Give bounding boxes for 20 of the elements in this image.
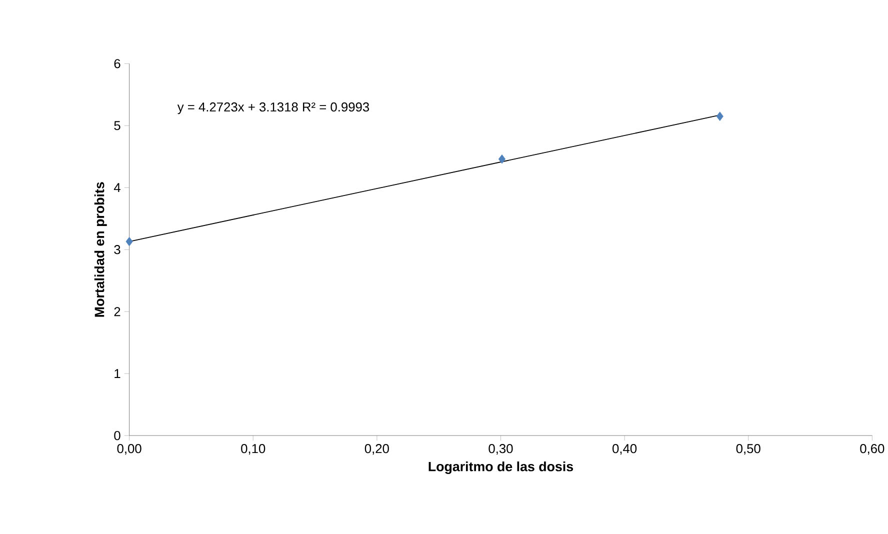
x-tick-label: 0,00 bbox=[117, 444, 142, 455]
x-tick-label: 0,50 bbox=[736, 444, 760, 455]
x-tick-label: 0,30 bbox=[488, 444, 513, 455]
y-axis-title: Mortalidad en probits bbox=[94, 182, 107, 317]
x-tick-label: 0,40 bbox=[612, 444, 637, 455]
x-tick-label: 0,20 bbox=[364, 444, 389, 455]
point bbox=[126, 236, 133, 246]
y-tick-label: 3 bbox=[114, 245, 120, 254]
y-tick-label: 2 bbox=[114, 307, 120, 316]
point bbox=[498, 154, 506, 164]
y-tick-label: 5 bbox=[114, 121, 120, 130]
x-tick-label: 0,60 bbox=[860, 444, 884, 455]
x-tick-label: 0,10 bbox=[241, 444, 266, 455]
x-axis-title: Logaritmo de las dosis bbox=[428, 461, 574, 474]
y-tick-label: 1 bbox=[114, 369, 120, 378]
y-tick-label: 0 bbox=[114, 431, 120, 440]
point bbox=[716, 112, 724, 121]
y-tick-label: 4 bbox=[114, 183, 120, 192]
y-tick-label: 6 bbox=[114, 59, 120, 68]
annotation: y = 4.2723x + 3.1318 R² = 0.9993 bbox=[177, 102, 370, 114]
